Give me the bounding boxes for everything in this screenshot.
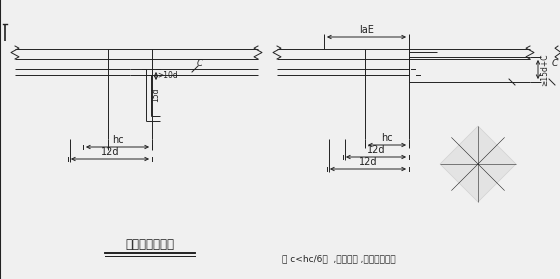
Text: 非框梁中间支座: 非框梁中间支座 bbox=[125, 238, 175, 251]
Text: 当 c<hc/6时  ,除注明外 ,纵筋可以直通: 当 c<hc/6时 ,除注明外 ,纵筋可以直通 bbox=[282, 254, 395, 263]
Text: 12d: 12d bbox=[359, 157, 377, 167]
Text: laE: laE bbox=[359, 25, 374, 35]
Text: 12d: 12d bbox=[101, 147, 119, 157]
Text: hc: hc bbox=[111, 135, 123, 145]
Text: C: C bbox=[197, 59, 203, 68]
Polygon shape bbox=[440, 126, 516, 202]
Text: 12d: 12d bbox=[367, 145, 385, 155]
Text: 15d: 15d bbox=[151, 88, 160, 102]
Text: C: C bbox=[552, 59, 558, 68]
Text: >10d: >10d bbox=[157, 71, 178, 81]
Text: hc: hc bbox=[381, 133, 393, 143]
Text: ≥15d+C: ≥15d+C bbox=[540, 53, 549, 86]
